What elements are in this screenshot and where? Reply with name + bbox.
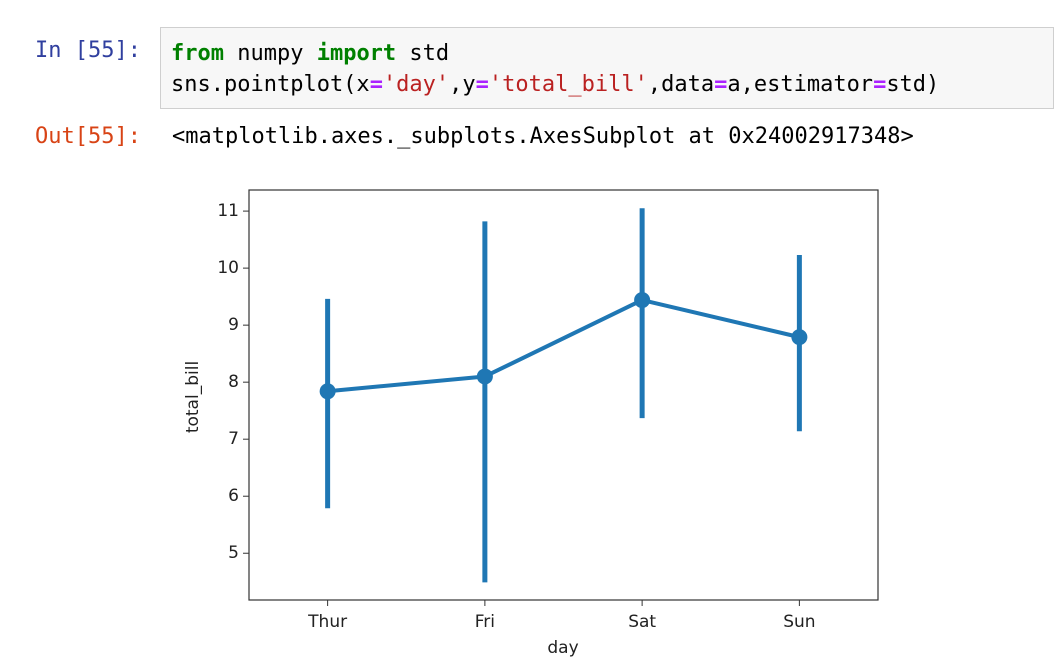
y-tick-label: 11 <box>217 201 239 221</box>
point <box>791 329 808 346</box>
code-token: ,data <box>647 72 715 97</box>
code-token: a,estimator <box>727 72 874 97</box>
y-tick-label: 7 <box>228 429 239 449</box>
y-tick-label: 5 <box>228 543 239 563</box>
y-axis-label: total_bill <box>183 361 203 433</box>
code-token: numpy <box>223 41 317 66</box>
output-text: <matplotlib.axes._subplots.AxesSubplot a… <box>172 124 914 149</box>
code-token: ,y <box>449 72 476 97</box>
code-token: = <box>873 72 887 97</box>
y-tick-label: 9 <box>228 315 239 335</box>
y-tick-label: 6 <box>228 486 239 506</box>
point <box>476 368 493 385</box>
code-token: 'total_bill' <box>488 72 648 97</box>
x-tick-label: Sun <box>783 612 815 632</box>
x-axis-label: day <box>547 638 578 658</box>
in-prompt: In [55]: <box>35 38 141 63</box>
x-tick-label: Fri <box>475 612 495 632</box>
y-tick-label: 10 <box>217 258 239 278</box>
code-token: import <box>316 41 397 66</box>
code-token: = <box>475 72 489 97</box>
x-tick-label: Sat <box>628 612 656 632</box>
line <box>327 298 800 394</box>
code-token: std <box>396 41 450 66</box>
y-tick-label: 8 <box>228 372 239 392</box>
out-prompt: Out[55]: <box>35 124 141 149</box>
x-tick-label: Thur <box>307 612 347 632</box>
code-token: from <box>171 41 224 66</box>
code-line: from numpy import std <box>171 38 1053 69</box>
code-token: sns.pointplot(x <box>171 72 370 97</box>
point <box>319 383 336 400</box>
code-line: sns.pointplot(x='day',y='total_bill',dat… <box>171 69 1053 100</box>
point <box>634 292 651 309</box>
code-token: std) <box>886 72 940 97</box>
code-token: = <box>714 72 728 97</box>
code-token: 'day' <box>382 72 450 97</box>
plot-frame <box>248 189 879 601</box>
code-cell[interactable]: from numpy import std sns.pointplot(x='da… <box>160 27 1054 109</box>
code-token: = <box>369 72 383 97</box>
